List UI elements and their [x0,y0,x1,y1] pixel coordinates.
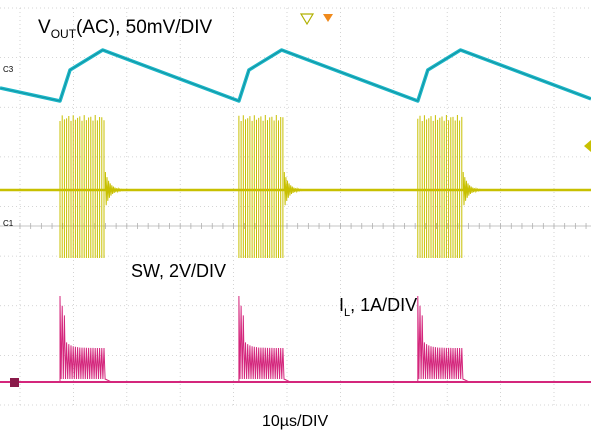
sw-ringing [462,171,487,206]
timebase-label: 10µs/DIV [262,413,328,430]
trigger-level-icon [584,140,591,152]
channel-1-indicator: C1 [3,219,14,228]
trigger-triangle-icon [299,13,315,26]
sw-burst [59,115,129,258]
waveform-traces [0,48,591,383]
sw-label: SW, 2V/DIV [131,261,226,281]
vout-trace [0,48,591,103]
channel-4-marker [10,378,19,387]
timebase-label-bg [255,408,355,432]
delay-marker-icon [323,14,333,22]
vout-trace-core [0,49,591,102]
channel-3-indicator: C3 [3,65,14,74]
il-trace [0,295,591,383]
sw-burst [238,115,308,258]
il-burst [59,295,112,383]
sw-ringing [283,171,308,206]
sw-trace [0,115,591,258]
vout-label: VOUT(AC), 50mV/DIV [38,17,213,41]
il-burst [238,295,291,383]
graticule-grid [0,7,591,406]
sw-ringing [104,171,129,206]
il-burst [417,295,470,383]
sw-burst [417,115,487,258]
il-label: IL, 1A/DIV [339,295,417,319]
